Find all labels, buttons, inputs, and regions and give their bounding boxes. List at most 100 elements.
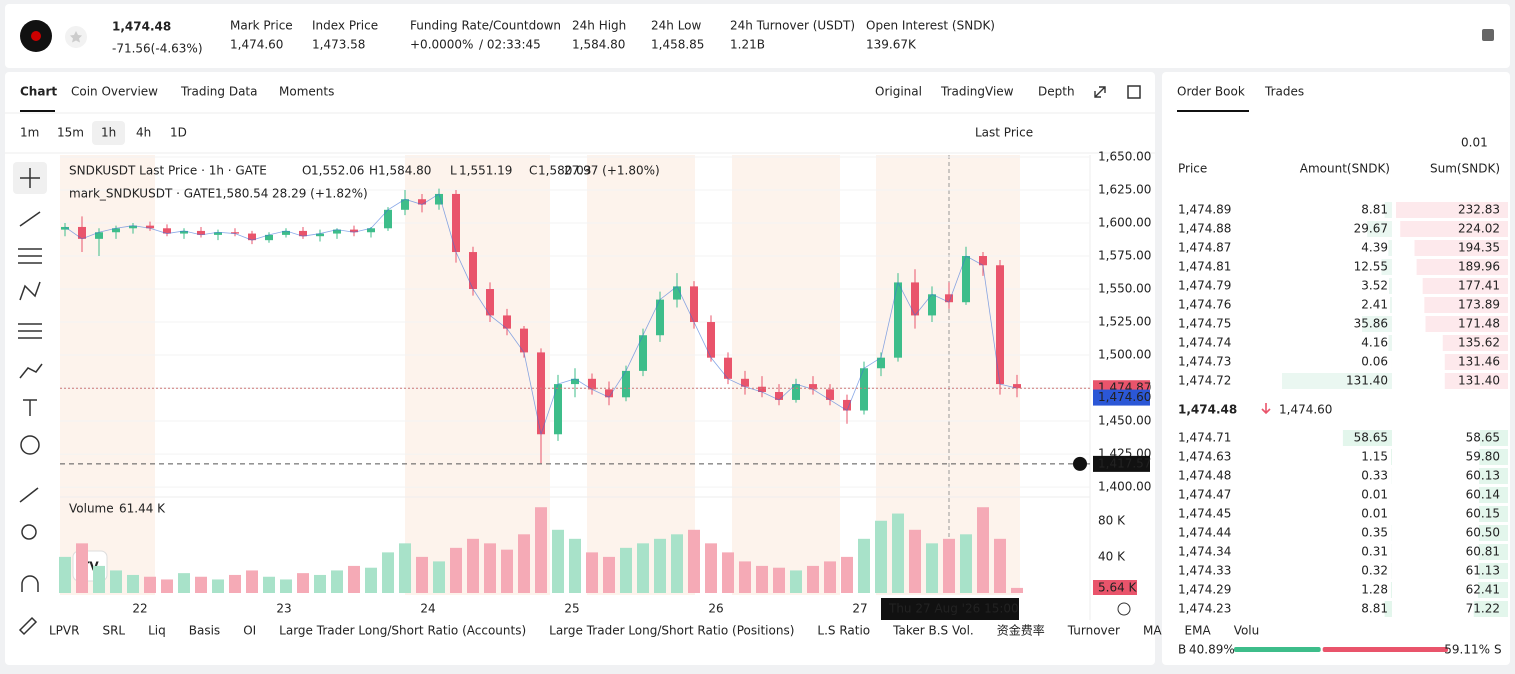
indicator[interactable]: EMA bbox=[1185, 624, 1212, 638]
y-tick-label: 1,625.00 bbox=[1098, 182, 1151, 196]
ob-price[interactable]: 1,474.29 bbox=[1178, 583, 1231, 597]
interval[interactable]: 1D bbox=[170, 126, 187, 140]
interval[interactable]: 1m bbox=[20, 126, 39, 140]
legend-mark: mark_SNDKUSDT · GATE bbox=[69, 187, 215, 201]
volume-bar bbox=[705, 543, 717, 593]
mark-price-tag: 1,474.60 bbox=[1098, 390, 1151, 404]
volume-bar bbox=[569, 539, 581, 593]
ratio-sell-bar bbox=[1323, 647, 1448, 652]
ob-tab[interactable]: Trades bbox=[1264, 85, 1304, 99]
indicator[interactable]: Large Trader Long/Short Ratio (Accounts) bbox=[279, 624, 526, 638]
interval[interactable]: 1h bbox=[101, 126, 116, 140]
interval[interactable]: 15m bbox=[57, 126, 84, 140]
shade bbox=[732, 155, 840, 595]
amount-depth-bar bbox=[1391, 449, 1392, 465]
ob-price[interactable]: 1,474.44 bbox=[1178, 526, 1231, 540]
indicator[interactable]: OI bbox=[243, 624, 256, 638]
indicator[interactable]: Volu bbox=[1234, 624, 1260, 638]
ob-price[interactable]: 1,474.34 bbox=[1178, 545, 1231, 559]
ob-amount: 0.35 bbox=[1361, 526, 1388, 540]
indicator[interactable]: Basis bbox=[189, 624, 220, 638]
volume-bar bbox=[671, 534, 683, 593]
ob-amount: 0.06 bbox=[1361, 355, 1388, 369]
ob-amount: 0.33 bbox=[1361, 469, 1388, 483]
indicator[interactable]: Taker B.S Vol. bbox=[892, 624, 974, 638]
legend-key: C bbox=[529, 164, 537, 178]
stat-label: Open Interest (SNDK) bbox=[866, 19, 995, 33]
indicator[interactable]: MA bbox=[1143, 624, 1162, 638]
indicator[interactable]: 资金费率 bbox=[997, 623, 1045, 638]
indicator[interactable]: SRL bbox=[102, 624, 125, 638]
volume-bar bbox=[892, 514, 904, 593]
mid-mark: 1,474.60 bbox=[1279, 403, 1332, 417]
ob-price[interactable]: 1,474.87 bbox=[1178, 241, 1231, 255]
tab-underline bbox=[20, 110, 55, 112]
volume-tick-label: 40 K bbox=[1098, 549, 1126, 563]
chart-tab[interactable]: Trading Data bbox=[180, 85, 258, 99]
ob-price[interactable]: 1,474.81 bbox=[1178, 260, 1231, 274]
volume-bar bbox=[994, 539, 1006, 593]
chart-tab[interactable]: Moments bbox=[279, 85, 334, 99]
y-tick-label: 1,550.00 bbox=[1098, 282, 1151, 296]
volume-bar bbox=[841, 557, 853, 593]
chart-tab[interactable]: Chart bbox=[20, 85, 57, 99]
x-tick-label: 24 bbox=[420, 602, 435, 616]
ob-price[interactable]: 1,474.88 bbox=[1178, 222, 1231, 236]
ob-price[interactable]: 1,474.74 bbox=[1178, 336, 1231, 350]
indicator[interactable]: Turnover bbox=[1067, 624, 1120, 638]
amount-depth-bar bbox=[1391, 582, 1392, 598]
view-tab[interactable]: TradingView bbox=[940, 85, 1014, 99]
volume-bar bbox=[484, 543, 496, 593]
chart-tab[interactable]: Coin Overview bbox=[71, 85, 158, 99]
precision[interactable]: 0.01 bbox=[1461, 136, 1488, 150]
ob-sum: 171.48 bbox=[1458, 317, 1500, 331]
volume-bar bbox=[433, 561, 445, 593]
legend-key: H bbox=[369, 164, 378, 178]
indicator[interactable]: Liq bbox=[148, 624, 166, 638]
volume-bar bbox=[246, 570, 258, 593]
legend-mark-value: 1,580.54 bbox=[215, 187, 268, 201]
ob-amount: 35.86 bbox=[1354, 317, 1388, 331]
indicator[interactable]: LPVR bbox=[49, 624, 79, 638]
volume-bar bbox=[382, 552, 394, 593]
ob-sum: 60.15 bbox=[1466, 507, 1500, 521]
indicator[interactable]: Large Trader Long/Short Ratio (Positions… bbox=[549, 624, 794, 638]
volume-bar bbox=[263, 577, 275, 593]
ob-price[interactable]: 1,474.75 bbox=[1178, 317, 1231, 331]
indicator[interactable]: L.S Ratio bbox=[817, 624, 870, 638]
settings-icon[interactable] bbox=[1482, 29, 1494, 41]
ob-amount: 8.81 bbox=[1361, 203, 1388, 217]
ob-sum: 177.41 bbox=[1458, 279, 1500, 293]
view-tab[interactable]: Depth bbox=[1038, 85, 1075, 99]
ob-price[interactable]: 1,474.71 bbox=[1178, 431, 1231, 445]
ob-sum: 58.65 bbox=[1466, 431, 1500, 445]
ob-price[interactable]: 1,474.89 bbox=[1178, 203, 1231, 217]
ob-price[interactable]: 1,474.47 bbox=[1178, 488, 1231, 502]
ob-price[interactable]: 1,474.79 bbox=[1178, 279, 1231, 293]
ob-tab[interactable]: Order Book bbox=[1177, 85, 1245, 99]
ob-price[interactable]: 1,474.72 bbox=[1178, 374, 1231, 388]
view-tab[interactable]: Original bbox=[875, 85, 922, 99]
volume-bar bbox=[620, 548, 632, 593]
y-tick-label: 1,600.00 bbox=[1098, 216, 1151, 230]
ob-price[interactable]: 1,474.76 bbox=[1178, 298, 1231, 312]
price-source[interactable]: Last Price bbox=[975, 126, 1033, 140]
interval[interactable]: 4h bbox=[136, 126, 151, 140]
ob-price[interactable]: 1,474.23 bbox=[1178, 602, 1231, 616]
ob-price[interactable]: 1,474.33 bbox=[1178, 564, 1231, 578]
volume-bar bbox=[875, 521, 887, 593]
x-tick-label: 26 bbox=[708, 602, 723, 616]
last-price: 1,474.48 bbox=[112, 20, 171, 34]
volume-bar bbox=[722, 552, 734, 593]
ob-price[interactable]: 1,474.48 bbox=[1178, 469, 1231, 483]
stat-value: +0.0000% bbox=[410, 38, 473, 52]
ob-price[interactable]: 1,474.73 bbox=[1178, 355, 1231, 369]
ob-amount: 131.40 bbox=[1346, 374, 1388, 388]
stat-value: 139.67K bbox=[866, 38, 917, 52]
ratio-buy-bar bbox=[1234, 647, 1321, 652]
ob-price[interactable]: 1,474.63 bbox=[1178, 450, 1231, 464]
volume-bar bbox=[535, 507, 547, 593]
ob-price[interactable]: 1,474.45 bbox=[1178, 507, 1231, 521]
ob-amount: 3.52 bbox=[1361, 279, 1388, 293]
